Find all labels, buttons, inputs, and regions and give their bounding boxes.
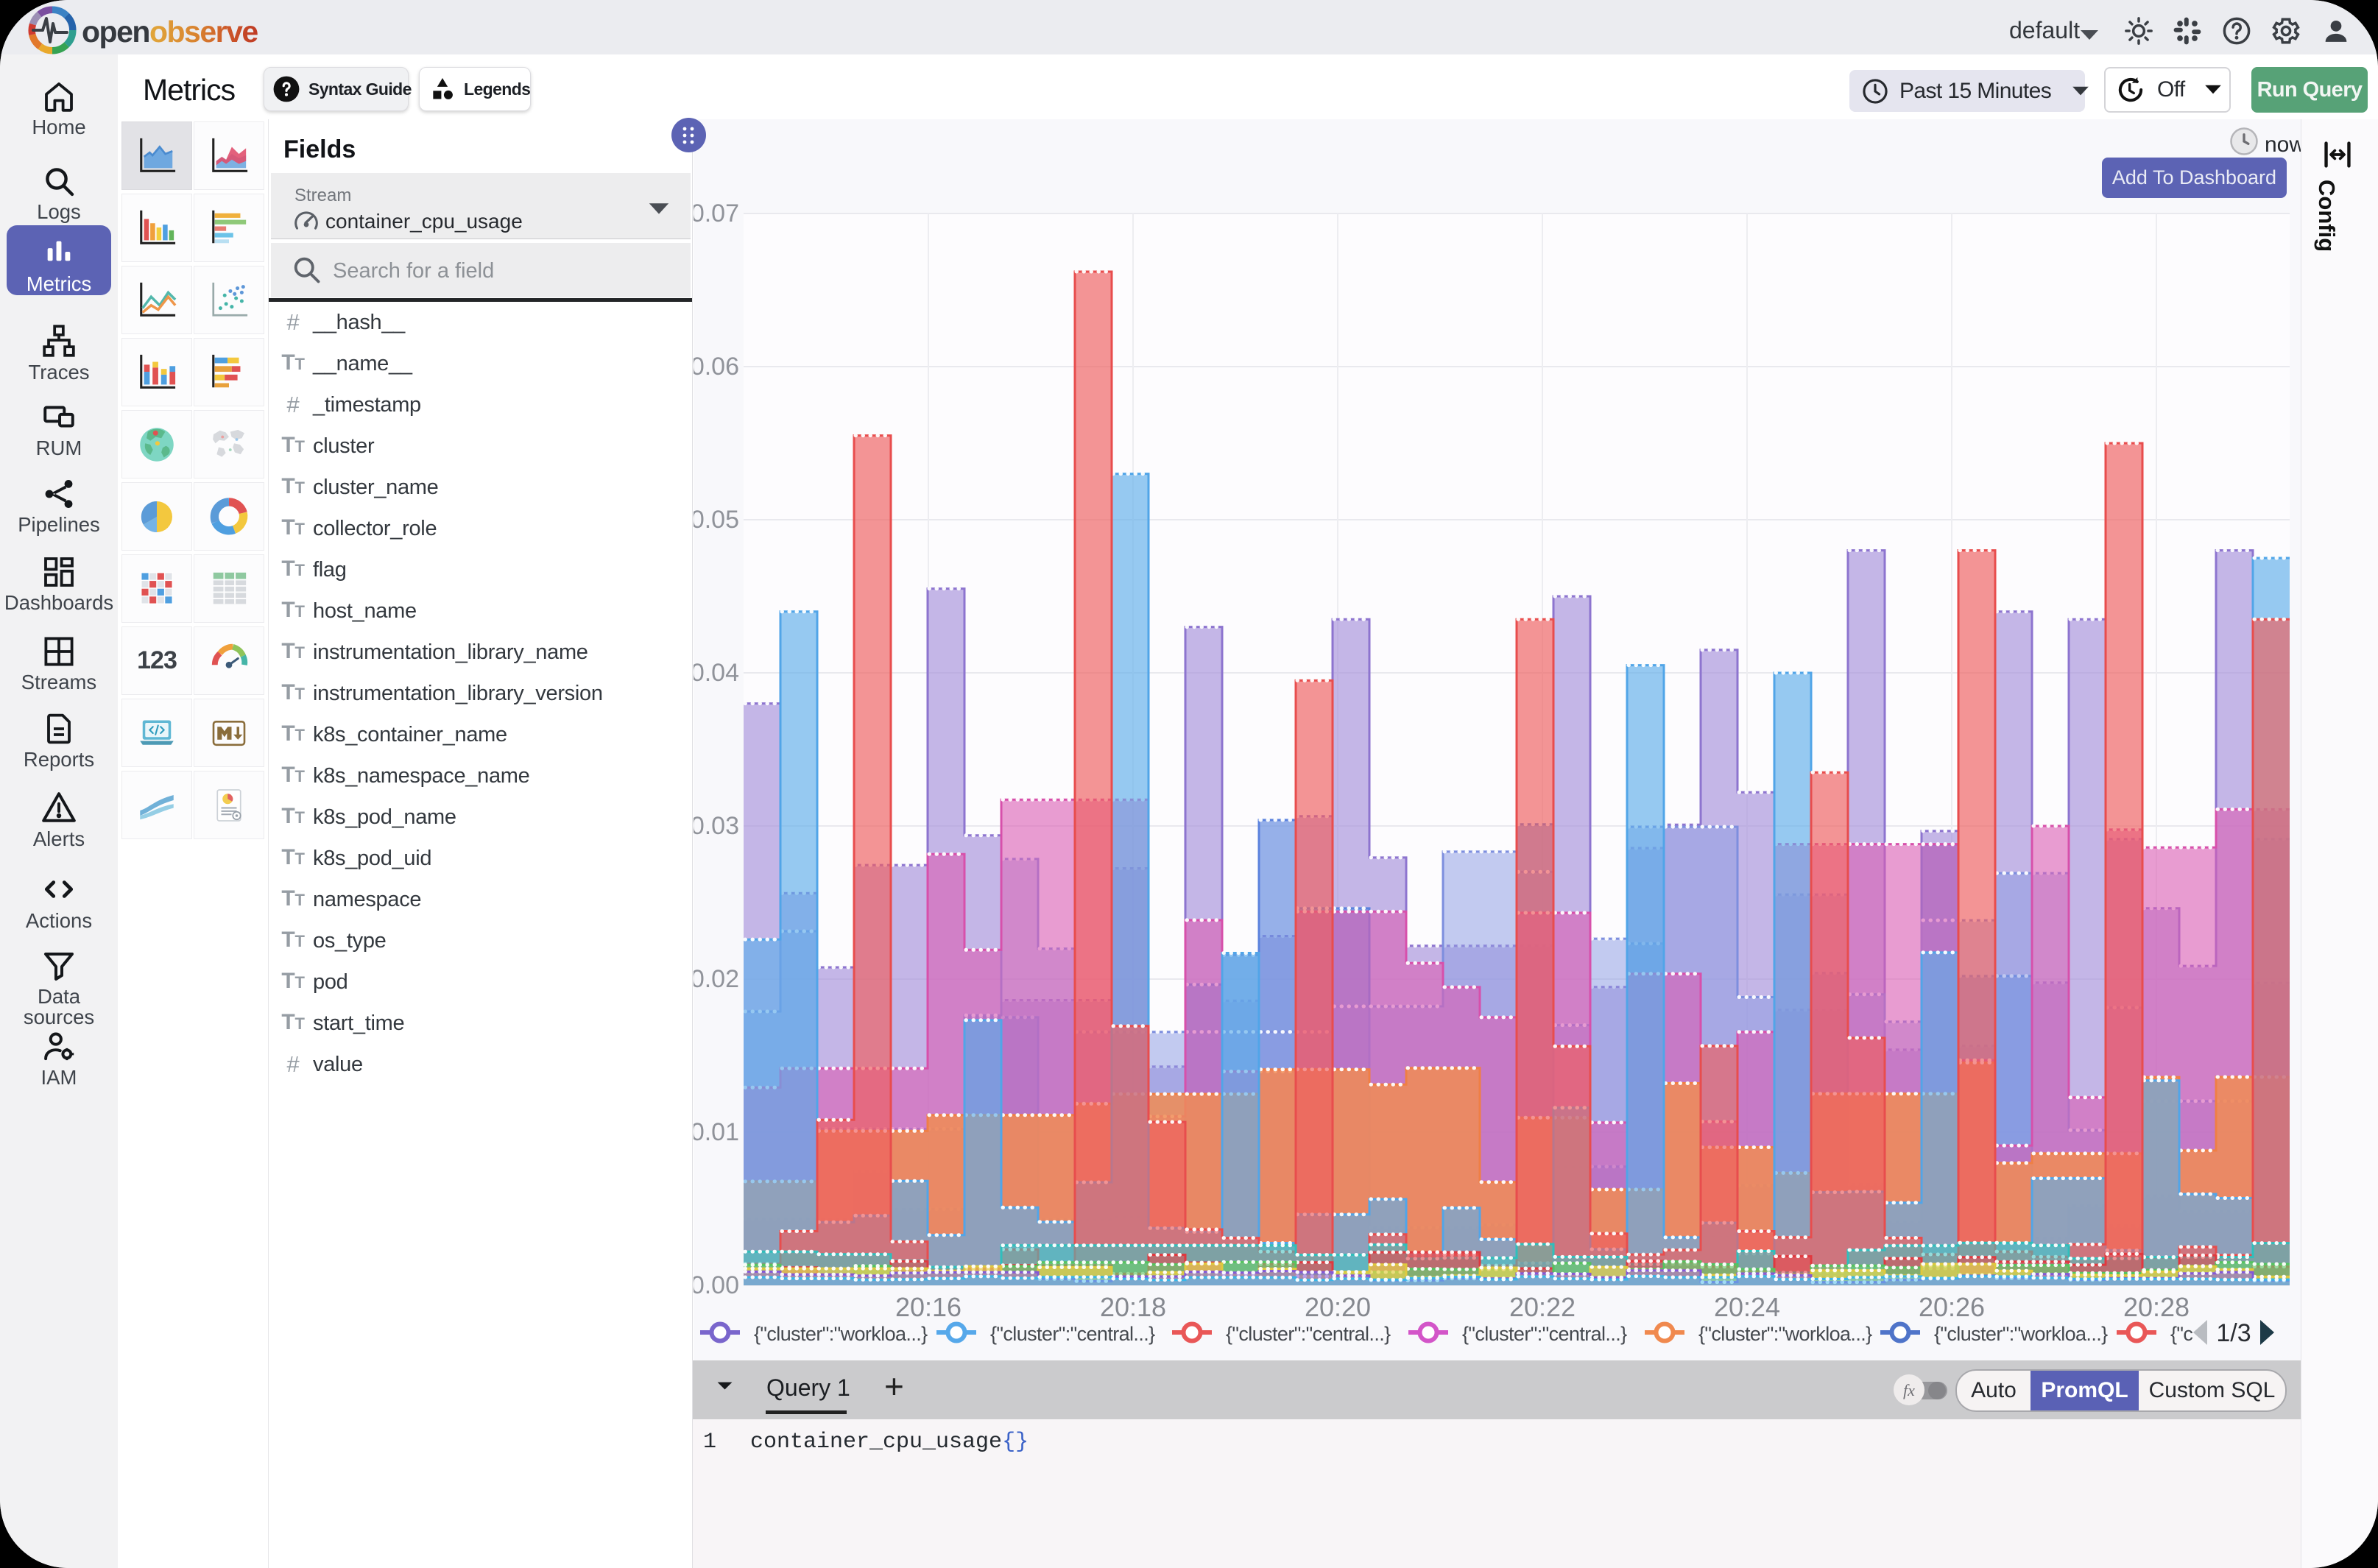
- svg-text:{"cluster":"central...}: {"cluster":"central...}: [1462, 1323, 1627, 1345]
- svg-text:20:18: 20:18: [1100, 1292, 1166, 1322]
- svg-text:20:28: 20:28: [2123, 1292, 2190, 1322]
- svg-text:{"cluster":"workloa...}: {"cluster":"workloa...}: [754, 1323, 928, 1345]
- svg-text:0.01: 0.01: [694, 1118, 739, 1146]
- svg-text:{"cluster":"workloa...}: {"cluster":"workloa...}: [1698, 1323, 1872, 1345]
- svg-text:fx: fx: [1903, 1381, 1915, 1399]
- svg-text:20:20: 20:20: [1305, 1292, 1371, 1322]
- svg-text:0.07: 0.07: [694, 199, 739, 227]
- svg-text:{"cluster":"workloa...}: {"cluster":"workloa...}: [1934, 1323, 2108, 1345]
- svg-text:20:16: 20:16: [895, 1292, 962, 1322]
- svg-text:0.00: 0.00: [694, 1271, 739, 1299]
- svg-text:1/3: 1/3: [2216, 1319, 2251, 1347]
- svg-text:20:26: 20:26: [1919, 1292, 1985, 1322]
- svg-text:0.04: 0.04: [694, 659, 739, 687]
- svg-text:0.06: 0.06: [694, 353, 739, 381]
- svg-text:20:22: 20:22: [1509, 1292, 1576, 1322]
- svg-text:0.05: 0.05: [694, 506, 739, 534]
- svg-text:0.03: 0.03: [694, 812, 739, 840]
- svg-text:{"c: {"c: [2170, 1323, 2192, 1345]
- svg-text:0.02: 0.02: [694, 965, 739, 993]
- svg-text:{"cluster":"central...}: {"cluster":"central...}: [990, 1323, 1155, 1345]
- svg-text:{"cluster":"central...}: {"cluster":"central...}: [1226, 1323, 1391, 1345]
- svg-text:20:24: 20:24: [1714, 1292, 1780, 1322]
